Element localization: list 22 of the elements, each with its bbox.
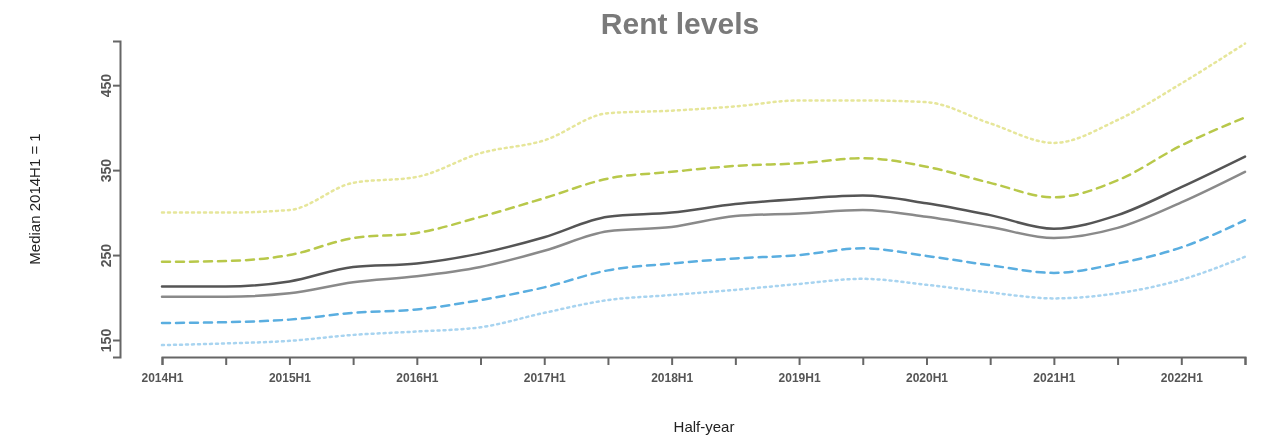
x-tick-label: 2020H1 xyxy=(905,370,949,385)
line-series xyxy=(160,170,1247,298)
x-tick-label: 2019H1 xyxy=(778,370,821,385)
x-axis-title: Half-year xyxy=(673,418,735,435)
y-tick-label: 250 xyxy=(97,243,114,268)
y-tick-label: 450 xyxy=(97,73,114,98)
x-tick-label: 2021H1 xyxy=(1033,370,1076,385)
x-tick-label: 2017H1 xyxy=(523,370,567,385)
x-tick-label: 2015H1 xyxy=(268,370,312,385)
x-tick-label: 2022H1 xyxy=(1160,370,1204,385)
x-tick-label: 2014H1 xyxy=(141,370,184,385)
y-axis-title: Median 2014H1 = 1 xyxy=(26,133,43,265)
x-tick-label: 2018H1 xyxy=(651,370,694,385)
line-series xyxy=(160,218,1247,325)
line-series xyxy=(160,42,1247,214)
line-series xyxy=(160,116,1247,264)
line-series xyxy=(160,255,1247,347)
chart-title: Rent levels xyxy=(600,7,760,40)
line-series xyxy=(160,155,1247,288)
y-tick-label: 150 xyxy=(97,328,114,353)
x-tick-label: 2016H1 xyxy=(396,370,439,385)
y-tick-label: 350 xyxy=(97,158,114,183)
